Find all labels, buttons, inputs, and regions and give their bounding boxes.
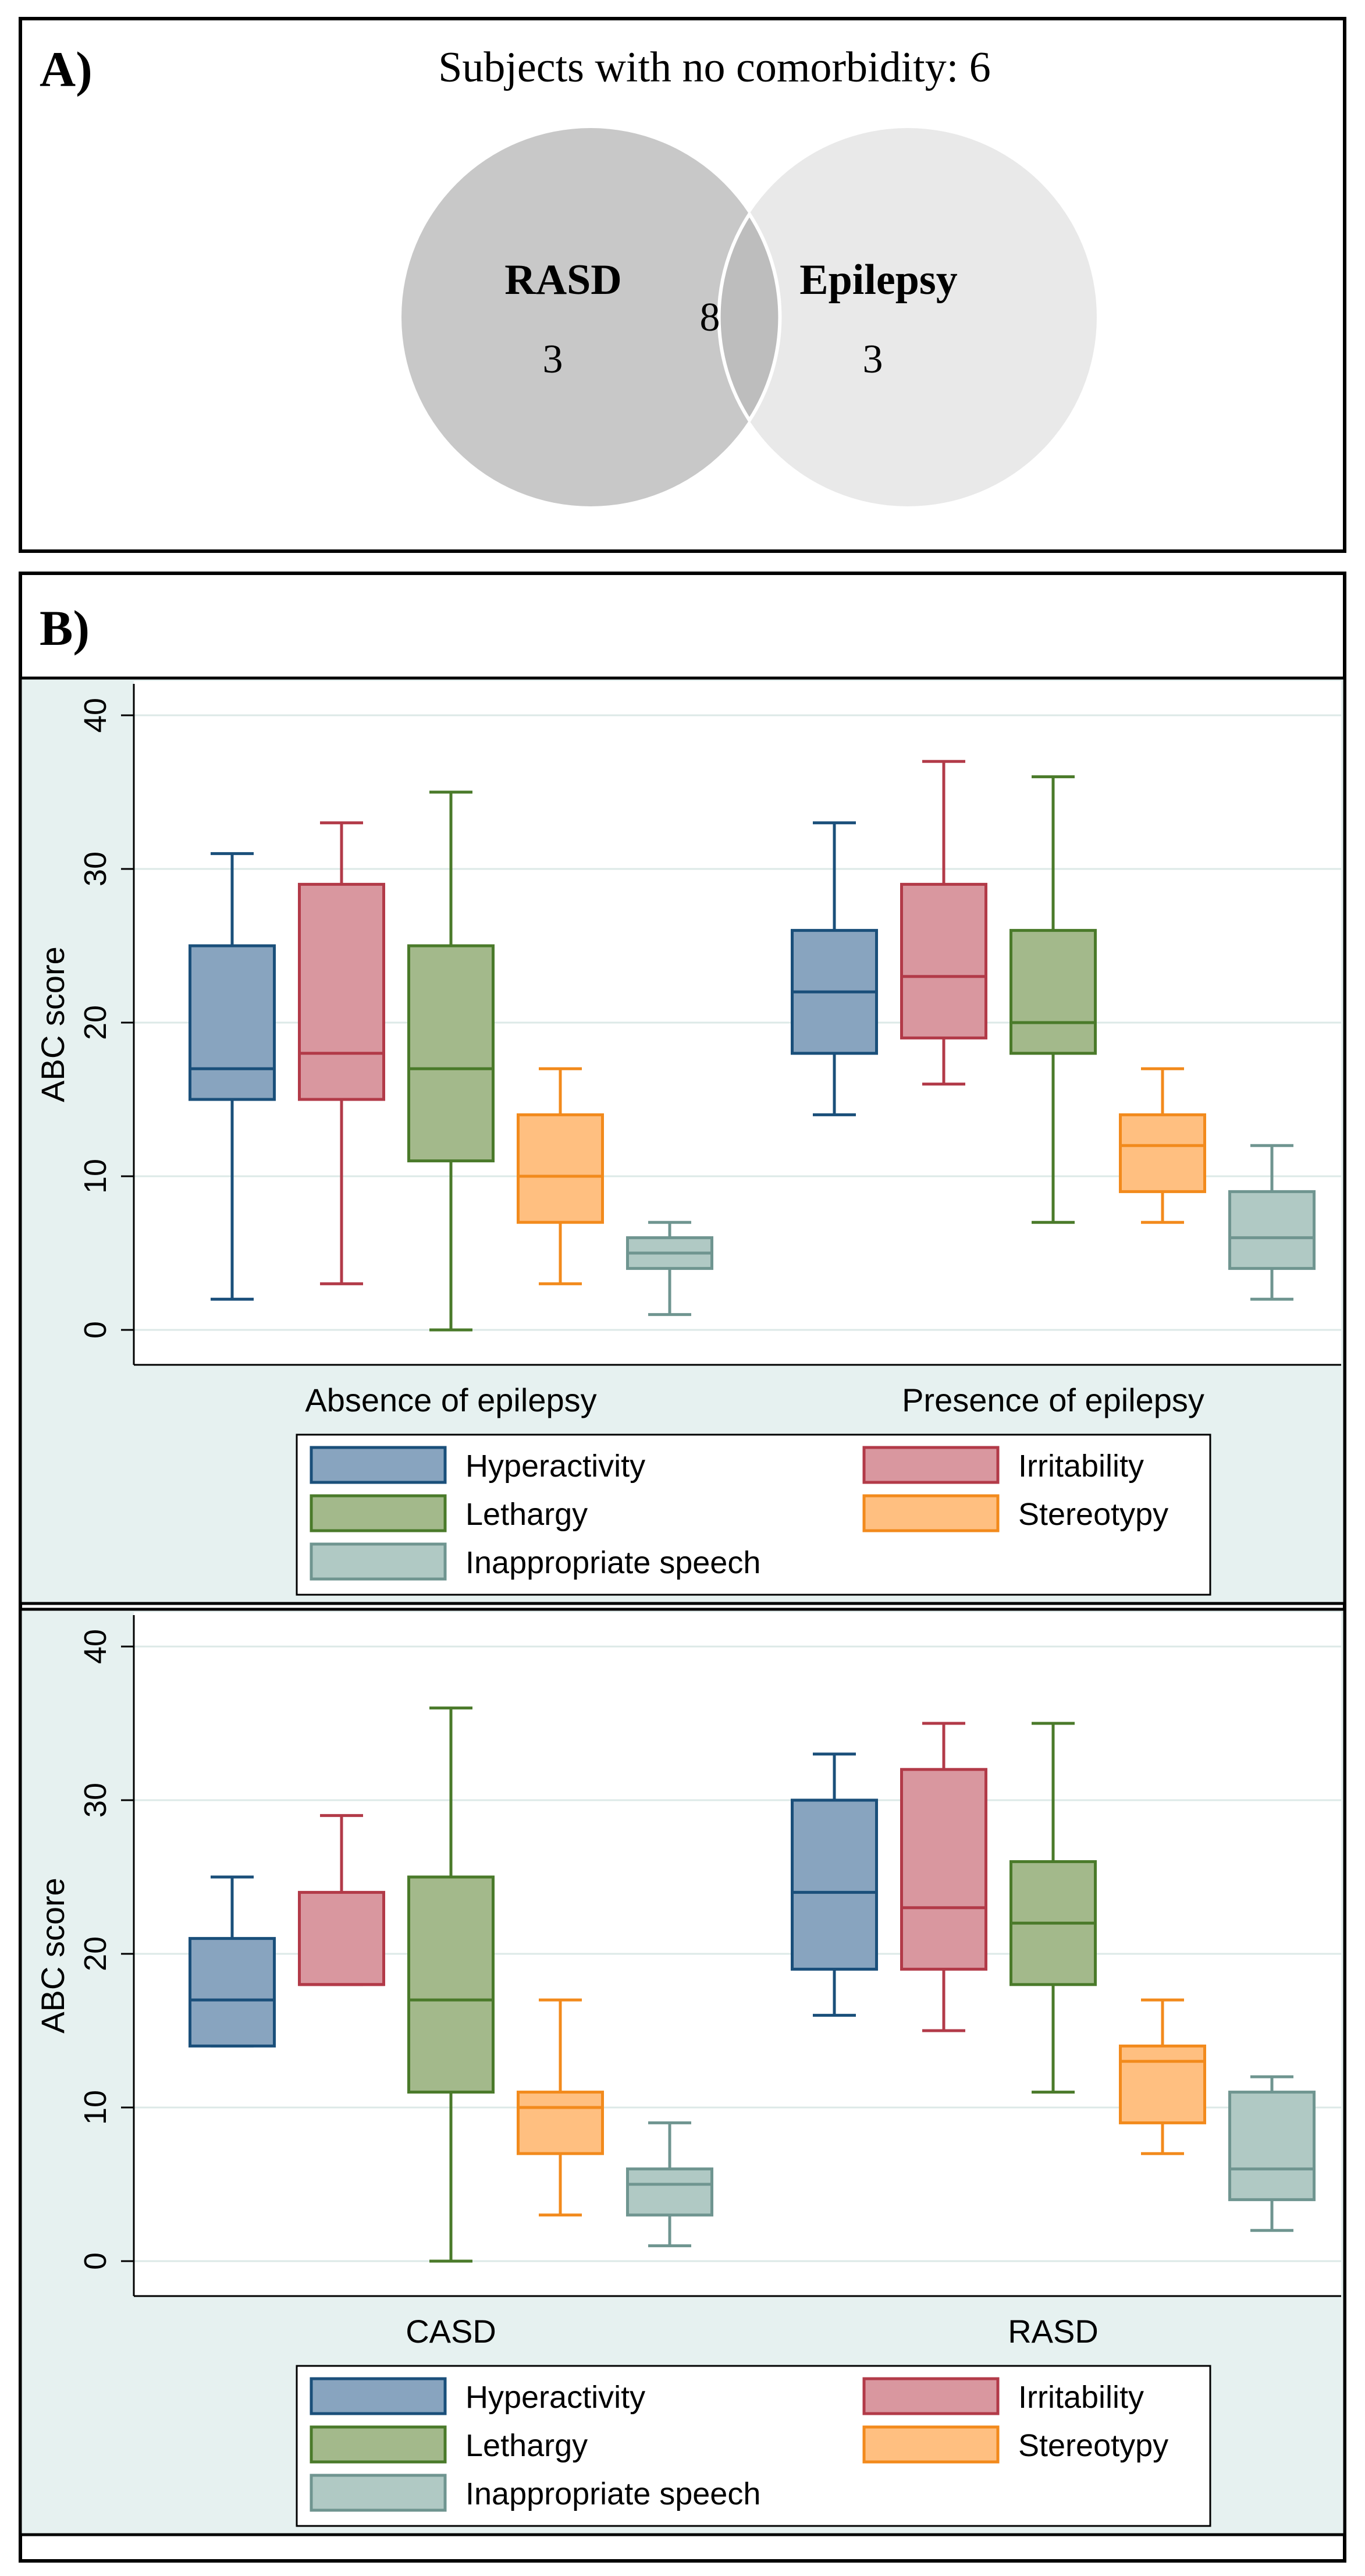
chart-2-legend: Hyperactivity Irritability Lethargy Ster…: [296, 2365, 1211, 2527]
venn-label-epilepsy: Epilepsy: [799, 256, 957, 304]
venn-count-epilepsy: 3: [863, 337, 883, 382]
chart-1-legend-label-stereotypy: Stereotypy: [1018, 1497, 1168, 1532]
box-stereotypy-casd: [517, 1998, 604, 2217]
y-tick-label: 40: [78, 698, 113, 733]
box-iqr: [900, 882, 987, 1039]
chart-1-boxes: [189, 760, 1316, 1332]
box-lethargy-absence-of-epilepsy: [407, 790, 495, 1332]
chart-2-boxes: [189, 1706, 1316, 2263]
panel-a-label: A): [40, 41, 93, 97]
boxplot-by-asd-type: 0 10 20 30 40 ABC score CASD RASD Hyperactiv…: [19, 1608, 1346, 2536]
chart-1-legend-swatch-hyperactivity: [310, 1446, 447, 1484]
box-stereotypy-rasd: [1119, 1998, 1206, 2155]
chart-2-legend-label-inappropriate-speech: Inappropriate speech: [465, 2476, 760, 2511]
chart-1-legend-label-lethargy: Lethargy: [465, 1497, 588, 1532]
venn-count-overlap: 8: [700, 295, 720, 340]
box-inappropriate-speech-absence-of-epilepsy: [626, 1220, 713, 1317]
y-tick-label: 10: [78, 1159, 113, 1194]
venn-count-rasd: 3: [543, 337, 563, 382]
chart-2-legend-label-irritability: Irritability: [1018, 2380, 1144, 2415]
chart-1-legend-swatch-stereotypy: [862, 1494, 1000, 1532]
box-irritability-presence-of-epilepsy: [900, 760, 987, 1086]
venn-circle-epilepsy: [719, 128, 1097, 506]
chart-1-legend-label-irritability: Irritability: [1018, 1449, 1144, 1484]
box-stereotypy-presence-of-epilepsy: [1119, 1067, 1206, 1224]
box-iqr: [626, 2167, 713, 2217]
box-lethargy-presence-of-epilepsy: [1009, 775, 1097, 1224]
chart-2-legend-swatch-irritability: [862, 2377, 1000, 2415]
box-irritability-absence-of-epilepsy: [298, 821, 385, 1286]
chart-2-legend-swatch-stereotypy: [862, 2425, 1000, 2464]
box-hyperactivity-rasd: [791, 1752, 878, 2017]
box-iqr: [298, 1890, 385, 1986]
box-iqr: [189, 944, 276, 1101]
venn-circle-rasd: [401, 128, 780, 506]
chart-1-y-axis-label: ABC score: [34, 946, 71, 1102]
y-tick-label: 30: [78, 1783, 113, 1818]
chart-2-y-axis-label: ABC score: [34, 1878, 71, 2034]
box-inappropriate-speech-presence-of-epilepsy: [1228, 1144, 1316, 1301]
box-stereotypy-absence-of-epilepsy: [517, 1067, 604, 1286]
y-tick-label: 20: [78, 1936, 113, 1971]
box-iqr: [1228, 1190, 1316, 1270]
venn-label-rasd: RASD: [504, 256, 621, 304]
chart-2-legend-label-stereotypy: Stereotypy: [1018, 2428, 1168, 2463]
chart-1-legend-label-hyperactivity: Hyperactivity: [465, 1449, 645, 1484]
box-iqr: [1228, 2091, 1316, 2201]
y-tick-label: 10: [78, 2090, 113, 2125]
box-irritability-casd: [298, 1814, 385, 1986]
chart-2-legend-swatch-lethargy: [310, 2425, 447, 2464]
box-iqr: [1009, 929, 1097, 1055]
y-tick-label: 30: [78, 851, 113, 886]
chart-2-category-label-2: RASD: [1008, 2313, 1099, 2350]
box-iqr: [407, 1875, 495, 2094]
box-iqr: [517, 2091, 604, 2155]
panel-b-label: B): [40, 600, 90, 656]
chart-2-legend-label-hyperactivity: Hyperactivity: [465, 2380, 645, 2415]
venn-title: Subjects with no comorbidity: 6: [438, 44, 991, 91]
box-iqr: [791, 1798, 878, 1971]
chart-2-y-ticks: 0 10 20 30 40: [78, 1629, 134, 2270]
chart-2-legend-swatch-inappropriate-speech: [310, 2474, 447, 2512]
venn-overlap-region: [717, 211, 782, 424]
box-iqr: [298, 882, 385, 1101]
box-hyperactivity-casd: [189, 1875, 276, 2048]
box-irritability-rasd: [900, 1722, 987, 2032]
box-hyperactivity-absence-of-epilepsy: [189, 852, 276, 1301]
chart-1-legend-swatch-inappropriate-speech: [310, 1542, 447, 1581]
box-lethargy-rasd: [1009, 1722, 1097, 2094]
box-iqr: [517, 1113, 604, 1224]
chart-1-legend-swatch-lethargy: [310, 1494, 447, 1532]
chart-2-legend-frame: [296, 2365, 1211, 2527]
chart-1-legend: Hyperactivity Irritability Lethargy Ster…: [296, 1434, 1211, 1596]
box-iqr: [189, 1937, 276, 2048]
y-tick-label: 20: [78, 1005, 113, 1040]
chart-2-legend-swatch-hyperactivity: [310, 2377, 447, 2415]
box-iqr: [900, 1768, 987, 1971]
chart-2-category-label-1: CASD: [406, 2313, 496, 2350]
box-lethargy-casd: [407, 1706, 495, 2263]
y-tick-label: 0: [78, 1321, 113, 1339]
chart-1-legend-label-inappropriate-speech: Inappropriate speech: [465, 1545, 760, 1580]
chart-2-legend-label-lethargy: Lethargy: [465, 2428, 588, 2463]
chart-1-legend-swatch-irritability: [862, 1446, 1000, 1484]
box-iqr: [1119, 1113, 1206, 1193]
box-iqr: [1119, 2044, 1206, 2124]
y-tick-label: 40: [78, 1629, 113, 1664]
box-inappropriate-speech-casd: [626, 2121, 713, 2248]
box-iqr: [407, 944, 495, 1163]
y-tick-label: 0: [78, 2252, 113, 2270]
chart-1-category-label-1: Absence of epilepsy: [305, 1382, 596, 1418]
box-hyperactivity-presence-of-epilepsy: [791, 821, 878, 1116]
chart-1-category-label-2: Presence of epilepsy: [902, 1382, 1204, 1418]
chart-1-legend-frame: [296, 1434, 1211, 1596]
box-inappropriate-speech-rasd: [1228, 2075, 1316, 2232]
chart-1-y-ticks: 0 10 20 30 40: [78, 698, 134, 1339]
